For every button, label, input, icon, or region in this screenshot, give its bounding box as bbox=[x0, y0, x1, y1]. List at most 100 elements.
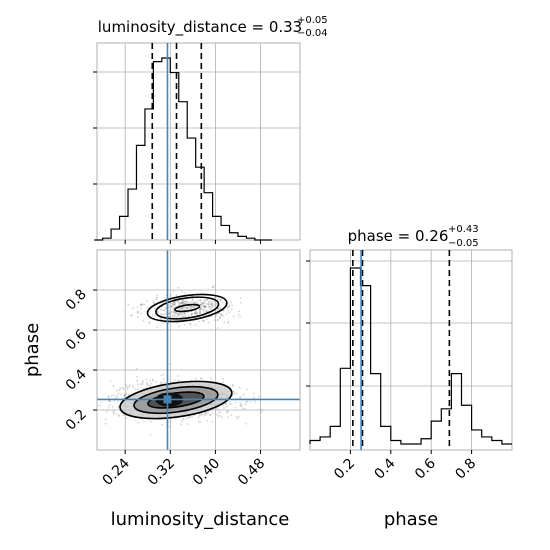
joint-scatter-point bbox=[122, 388, 125, 391]
joint-scatter-point bbox=[204, 300, 206, 303]
joint-scatter-point bbox=[201, 303, 204, 306]
joint-scatter-point bbox=[172, 315, 174, 318]
joint-scatter-point bbox=[229, 403, 231, 405]
joint-scatter-point bbox=[180, 303, 183, 305]
joint-scatter-point bbox=[222, 404, 224, 407]
joint-scatter-point bbox=[125, 383, 127, 386]
joint-scatter-point bbox=[244, 403, 247, 406]
joint-scatter-point bbox=[112, 394, 115, 397]
joint-scatter-point bbox=[260, 411, 263, 414]
joint-scatter-point bbox=[137, 310, 140, 313]
joint-scatter-point bbox=[161, 313, 164, 316]
joint-scatter-point bbox=[182, 418, 184, 421]
joint-scatter-point bbox=[199, 303, 202, 306]
joint-scatter-point bbox=[156, 294, 158, 297]
joint-scatter-point bbox=[192, 298, 194, 301]
joint-scatter-point bbox=[163, 296, 166, 299]
joint-scatter-point bbox=[131, 384, 134, 387]
joint-scatter-point bbox=[188, 315, 190, 317]
joint-scatter-point bbox=[174, 303, 177, 306]
phase-hist-ticks: 0.2 0.4 0.6 0.8 bbox=[306, 260, 479, 483]
phase-hist-tick-label: 0.6 bbox=[412, 455, 439, 482]
joint-scatter-point bbox=[95, 384, 97, 386]
joint-scatter-point bbox=[211, 303, 213, 305]
joint-scatter-point bbox=[204, 411, 207, 414]
joint-scatter-point bbox=[199, 307, 202, 310]
joint-truth-marker bbox=[163, 395, 172, 404]
joint-scatter-point bbox=[132, 386, 135, 389]
joint-scatter-point bbox=[200, 307, 203, 309]
joint-scatter-point bbox=[199, 299, 202, 302]
joint-scatter-point bbox=[200, 308, 203, 310]
joint-scatter-point bbox=[246, 400, 249, 403]
joint-scatter-point bbox=[192, 301, 195, 303]
joint-scatter-point bbox=[191, 298, 194, 301]
joint-scatter-point bbox=[197, 416, 200, 419]
joint-scatter-point bbox=[178, 314, 181, 316]
joint-scatter-point bbox=[179, 309, 181, 311]
joint-scatter-point bbox=[156, 326, 159, 329]
joint-scatter-point bbox=[219, 316, 221, 318]
joint-scatter-point bbox=[228, 305, 231, 308]
joint-y-tick-label: 0.6 bbox=[63, 326, 90, 353]
joint-scatter-point bbox=[182, 301, 185, 303]
joint-scatter-point bbox=[193, 305, 196, 308]
joint-scatter-point bbox=[218, 317, 221, 320]
phase-hist-title: phase = 0.26 bbox=[348, 227, 449, 245]
joint-scatter-point bbox=[216, 319, 219, 322]
ld-title-plus: +0.05 bbox=[297, 15, 328, 26]
joint-scatter-point bbox=[174, 302, 177, 304]
joint-scatter-point bbox=[254, 400, 256, 403]
joint-scatter-point bbox=[203, 305, 206, 308]
joint-scatter-point bbox=[201, 414, 203, 416]
joint-scatter-point bbox=[126, 388, 129, 391]
joint-scatter-point bbox=[208, 303, 211, 306]
joint-scatter-point bbox=[212, 306, 215, 308]
joint-scatter-point bbox=[238, 397, 241, 399]
joint-scatter-point bbox=[205, 302, 207, 305]
joint-scatter-point bbox=[120, 387, 123, 389]
joint-scatter-point bbox=[214, 297, 217, 299]
joint-scatter-point bbox=[197, 420, 200, 423]
joint-scatter-point bbox=[155, 381, 158, 383]
joint-scatter-point bbox=[185, 307, 188, 310]
joint-scatter-point bbox=[204, 305, 207, 308]
joint-scatter-point bbox=[186, 307, 189, 309]
joint-scatter-point bbox=[261, 409, 264, 412]
joint-scatter-point bbox=[174, 379, 177, 381]
joint-scatter-point bbox=[220, 313, 223, 316]
joint-scatter-point bbox=[239, 297, 242, 299]
joint-scatter-point bbox=[245, 400, 248, 403]
joint-scatter-point bbox=[225, 405, 227, 408]
joint-scatter-point bbox=[117, 406, 120, 408]
joint-scatter-point bbox=[137, 421, 140, 424]
joint-scatter-point bbox=[107, 395, 110, 397]
joint-scatter-point bbox=[190, 300, 193, 303]
joint-scatter-point bbox=[171, 305, 174, 308]
joint-scatter-point bbox=[115, 389, 118, 392]
joint-scatter-point bbox=[146, 383, 149, 386]
joint-scatter-point bbox=[203, 414, 206, 417]
joint-scatter-point bbox=[198, 312, 201, 315]
joint-scatter-point bbox=[132, 307, 135, 310]
joint-scatter-point bbox=[235, 392, 238, 395]
joint-scatter-point bbox=[177, 315, 179, 318]
joint-scatter-point bbox=[156, 297, 159, 299]
joint-scatter-point bbox=[115, 412, 118, 415]
joint-scatter-point bbox=[122, 414, 125, 417]
joint-scatter-point bbox=[181, 308, 183, 311]
joint-scatter-point bbox=[217, 308, 220, 310]
joint-scatter-point bbox=[227, 306, 229, 309]
joint-scatter-point bbox=[228, 311, 231, 314]
joint-scatter-point bbox=[162, 309, 165, 312]
joint-scatter-point bbox=[177, 312, 180, 315]
joint-contour bbox=[146, 293, 228, 323]
joint-scatter-point bbox=[131, 314, 133, 317]
joint-scatter-point bbox=[156, 310, 159, 313]
joint-scatter-point bbox=[173, 301, 175, 304]
joint-scatter-point bbox=[173, 311, 176, 314]
joint-scatter-point bbox=[199, 310, 201, 313]
joint-scatter-point bbox=[182, 302, 185, 305]
joint-scatter-point bbox=[217, 307, 220, 309]
joint-scatter-point bbox=[151, 313, 154, 316]
